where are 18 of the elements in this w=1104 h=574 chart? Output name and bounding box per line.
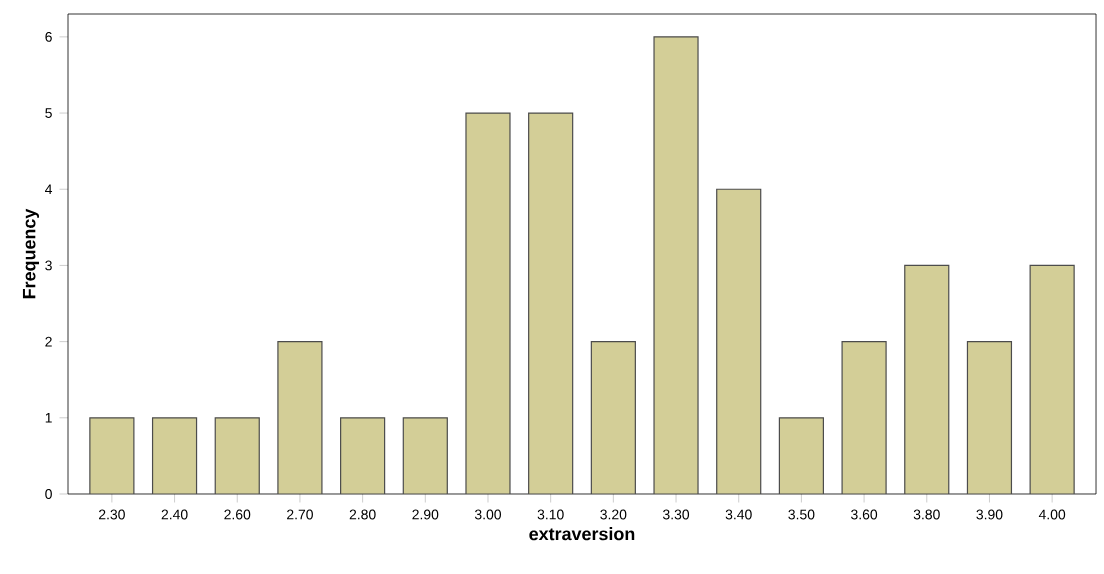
x-axis-title: extraversion [529,527,635,541]
bar [654,36,699,494]
bar [904,265,949,494]
bar [403,417,448,494]
bar [967,341,1012,494]
bar [842,341,887,494]
bar [591,341,636,494]
bar [215,417,260,494]
bar [528,113,573,494]
bar [465,113,510,494]
bar [1029,264,1075,494]
y-axis-title: Frequency [22,208,40,299]
bar [89,417,134,494]
bar [716,189,761,494]
bar [340,417,385,494]
bar [152,417,197,494]
bar [277,341,322,494]
bar [779,417,824,494]
